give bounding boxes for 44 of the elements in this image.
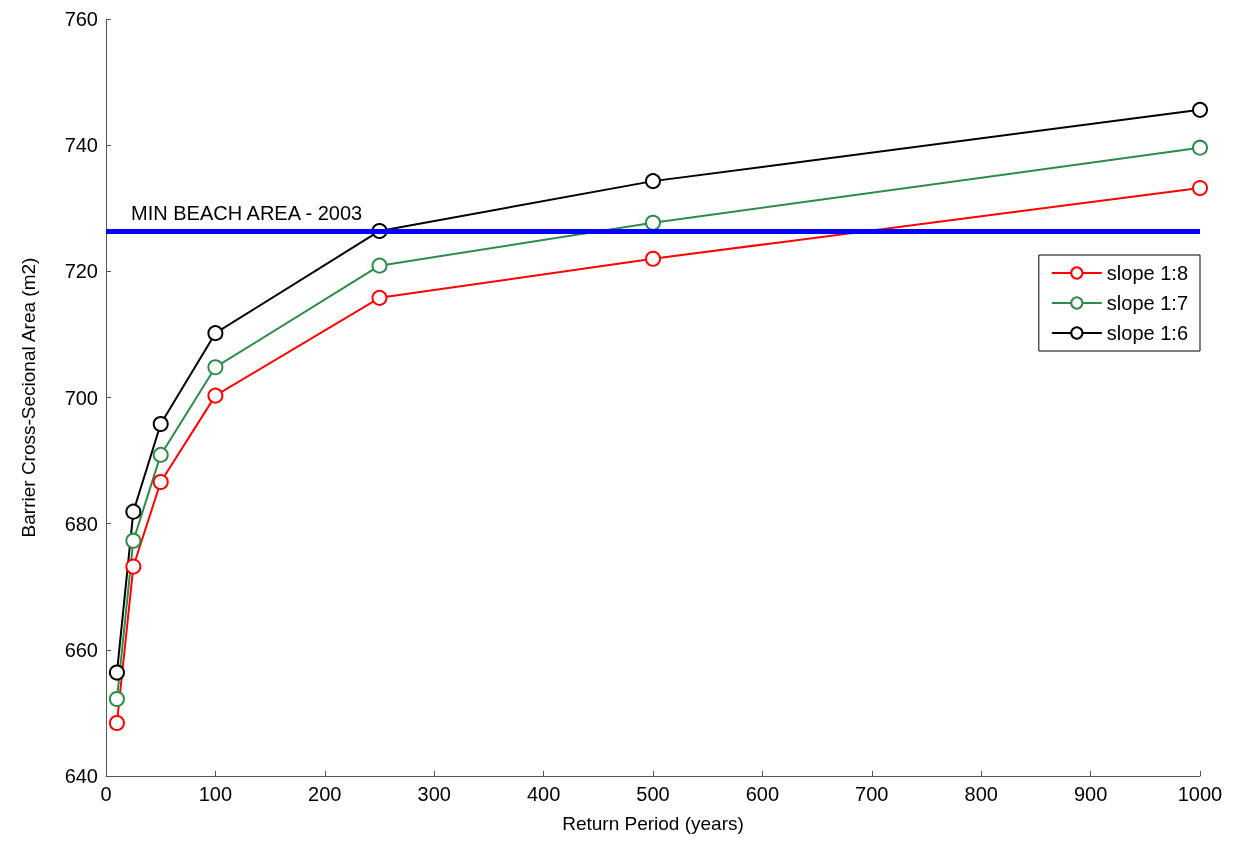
x-tick-label: 300: [417, 783, 451, 805]
x-tick-label: 200: [308, 783, 342, 805]
point: [1192, 139, 1208, 156]
x-tick-label: 600: [745, 783, 780, 805]
point: [645, 173, 661, 190]
point: [125, 532, 142, 549]
legend-label: slope 1:8: [1106, 262, 1188, 284]
y-tick-label: 660: [64, 638, 98, 661]
y-tick-label: 740: [64, 134, 98, 157]
point: [207, 359, 224, 376]
point: [152, 446, 169, 463]
legend-label: slope 1:6: [1106, 322, 1188, 344]
point: [645, 214, 661, 231]
y-tick-label: 680: [64, 512, 98, 535]
x-tick-label: 0: [100, 783, 112, 805]
point: [108, 715, 125, 732]
y-tick-label: 720: [64, 260, 98, 283]
legend-label: slope 1:7: [1106, 292, 1188, 314]
point: [645, 250, 661, 267]
point: [125, 558, 142, 575]
x-tick-label: 100: [198, 783, 233, 805]
x-tick-label: 500: [636, 783, 670, 805]
y-axis-title: Barrier Cross-Secional Area (m2): [18, 257, 39, 538]
point: [1192, 101, 1208, 118]
point: [152, 474, 169, 491]
point: [108, 691, 125, 708]
x-tick-label: 700: [855, 783, 889, 805]
point: [207, 325, 224, 342]
point: [125, 503, 142, 520]
point: [371, 289, 388, 306]
x-tick-label: 800: [964, 783, 998, 805]
point: [1192, 180, 1208, 197]
point: [108, 664, 125, 681]
point: [371, 257, 388, 274]
x-tick-label: 900: [1073, 783, 1108, 805]
x-tick-label: 1000: [1177, 783, 1223, 805]
point: [152, 416, 169, 432]
y-tick-label: 640: [64, 765, 98, 787]
ref-line-label: MIN BEACH AREA - 2003: [131, 201, 363, 224]
x-axis-title: Return Period (years): [562, 813, 744, 834]
x-tick-label: 400: [526, 783, 561, 805]
y-tick-label: 700: [64, 386, 98, 409]
y-tick-label: 760: [64, 8, 98, 30]
point: [207, 387, 224, 404]
